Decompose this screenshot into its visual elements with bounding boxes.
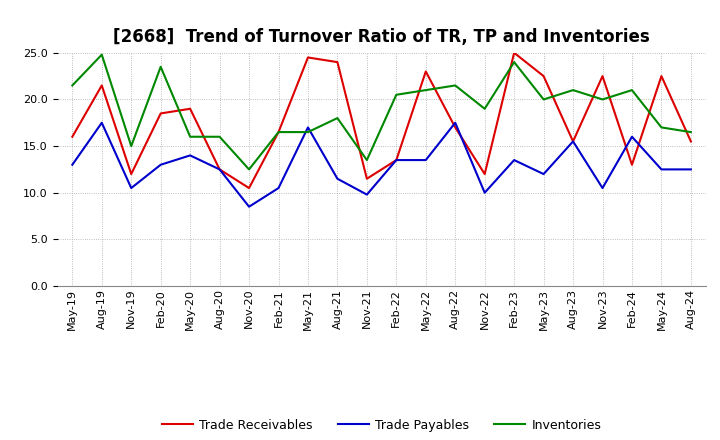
Trade Payables [510,158,518,163]
Trade Receivables [628,162,636,167]
Inventories [186,134,194,139]
Trade Payables [333,176,342,181]
Trade Receivables [451,125,459,130]
Inventories [569,88,577,93]
Inventories [156,64,165,70]
Trade Payables [539,172,548,177]
Line: Trade Payables: Trade Payables [72,123,691,207]
Inventories [628,88,636,93]
Trade Payables [598,185,607,191]
Trade Receivables [657,73,666,79]
Inventories [480,106,489,111]
Trade Receivables [274,129,283,135]
Trade Payables [687,167,696,172]
Trade Payables [628,134,636,139]
Trade Receivables [304,55,312,60]
Trade Payables [363,192,372,197]
Trade Receivables [215,167,224,172]
Inventories [97,52,106,57]
Trade Payables [569,139,577,144]
Trade Receivables [687,139,696,144]
Trade Receivables [480,172,489,177]
Trade Receivables [539,73,548,79]
Trade Payables [480,190,489,195]
Inventories [510,59,518,65]
Trade Payables [156,162,165,167]
Inventories [68,83,76,88]
Trade Receivables [363,176,372,181]
Legend: Trade Receivables, Trade Payables, Inventories: Trade Receivables, Trade Payables, Inven… [157,414,606,436]
Inventories [392,92,400,97]
Trade Payables [127,185,135,191]
Inventories [657,125,666,130]
Trade Receivables [127,172,135,177]
Trade Receivables [245,185,253,191]
Inventories [304,129,312,135]
Inventories [333,115,342,121]
Trade Receivables [510,50,518,55]
Inventories [127,143,135,149]
Trade Payables [657,167,666,172]
Inventories [539,97,548,102]
Title: [2668]  Trend of Turnover Ratio of TR, TP and Inventories: [2668] Trend of Turnover Ratio of TR, TP… [113,28,650,46]
Trade Receivables [186,106,194,111]
Trade Payables [392,158,400,163]
Trade Receivables [156,111,165,116]
Inventories [598,97,607,102]
Trade Payables [274,185,283,191]
Trade Payables [186,153,194,158]
Trade Receivables [392,158,400,163]
Line: Inventories: Inventories [72,55,691,169]
Trade Payables [421,158,430,163]
Inventories [363,158,372,163]
Trade Payables [215,167,224,172]
Inventories [274,129,283,135]
Line: Trade Receivables: Trade Receivables [72,53,691,188]
Inventories [451,83,459,88]
Trade Receivables [333,59,342,65]
Trade Payables [68,162,76,167]
Inventories [245,167,253,172]
Trade Payables [451,120,459,125]
Trade Receivables [97,83,106,88]
Trade Receivables [598,73,607,79]
Trade Payables [245,204,253,209]
Trade Receivables [68,134,76,139]
Inventories [421,88,430,93]
Trade Receivables [421,69,430,74]
Trade Receivables [569,139,577,144]
Inventories [687,129,696,135]
Trade Payables [97,120,106,125]
Inventories [215,134,224,139]
Trade Payables [304,125,312,130]
